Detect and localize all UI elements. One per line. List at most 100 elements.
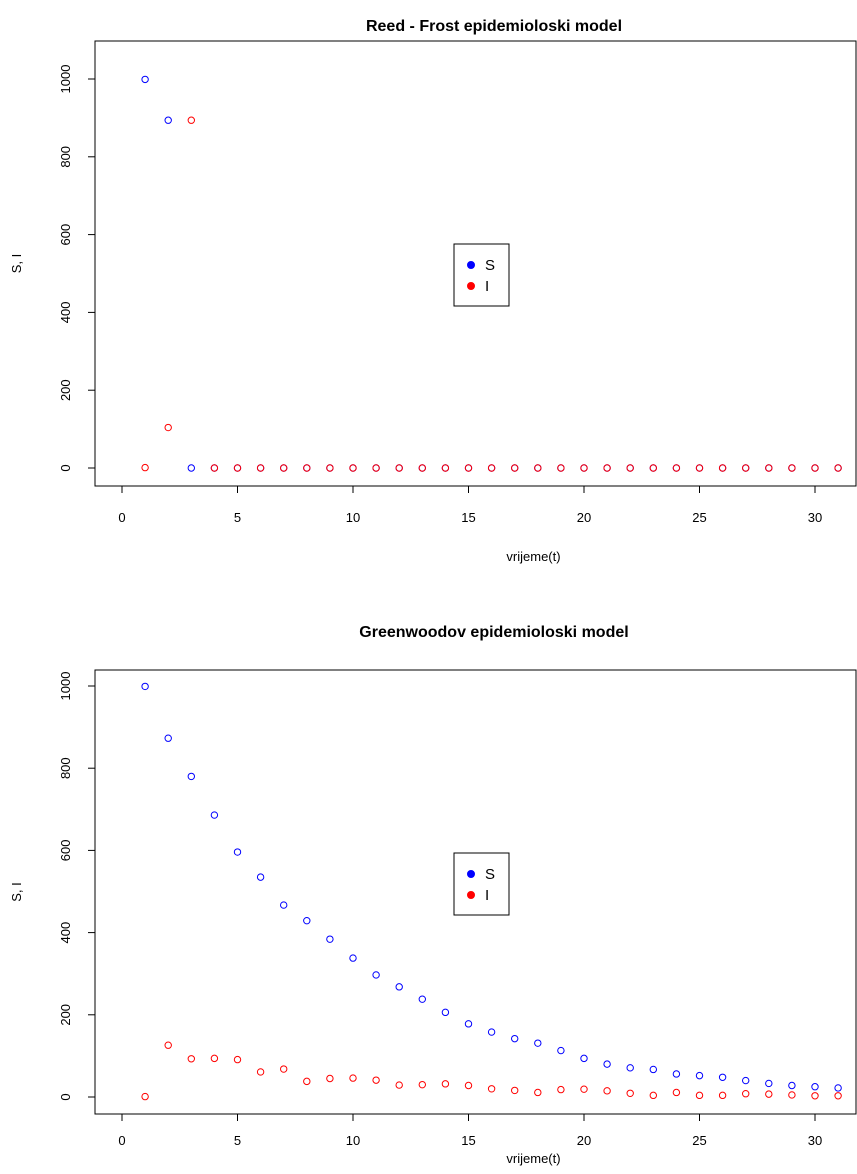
reed-frost-y-tick-label: 1000: [58, 65, 73, 94]
greenwood-point-i: [742, 1090, 750, 1098]
greenwood-point-s: [534, 1039, 542, 1047]
reed-frost-point-i: [280, 464, 288, 472]
reed-frost-y-tick-label: 0: [58, 464, 73, 471]
reed-frost-point-i: [441, 464, 450, 472]
greenwood-x-tick-label: 5: [234, 1133, 241, 1148]
reed-frost-point-s: [141, 75, 149, 84]
greenwood-point-i: [187, 1055, 196, 1063]
greenwood-point-s: [326, 935, 334, 943]
reed-frost-point-i: [672, 464, 681, 472]
greenwood-x-tick-label: 20: [577, 1133, 591, 1148]
reed-frost-point-i: [649, 464, 657, 472]
greenwood-point-i: [441, 1080, 450, 1088]
greenwood-point-i: [649, 1091, 657, 1100]
reed-frost-point-s: [164, 116, 172, 124]
greenwood-chart: Greenwoodov epidemioloski model 0 5 10 15 20 2…: [9, 624, 857, 1166]
reed-frost-point-i: [603, 464, 611, 472]
greenwood-legend-marker-i: [467, 891, 475, 899]
reed-frost-point-i: [141, 463, 149, 472]
reed-frost-x-tick-label: 10: [346, 510, 360, 525]
greenwood-point-i: [418, 1080, 426, 1089]
reed-frost-point-i: [464, 464, 473, 472]
reed-frost-point-i: [233, 464, 242, 472]
greenwood-point-s: [580, 1054, 588, 1063]
reed-frost-legend: SI: [453, 243, 510, 307]
reed-frost-point-i: [164, 423, 172, 432]
reed-frost-point-i: [349, 464, 357, 472]
greenwood-point-s: [765, 1079, 773, 1088]
greenwood-point-i: [718, 1091, 727, 1100]
greenwood-point-s: [418, 995, 426, 1003]
greenwood-point-s: [811, 1083, 819, 1091]
reed-frost-x-tick-label: 5: [234, 510, 241, 525]
greenwood-point-s: [349, 954, 357, 962]
greenwood-point-s: [626, 1064, 634, 1072]
greenwood-legend: SI: [453, 852, 510, 916]
greenwood-point-i: [765, 1090, 773, 1098]
greenwood-x-tick-label: 10: [346, 1133, 360, 1148]
reed-frost-point-i: [395, 464, 403, 472]
greenwood-point-s: [788, 1081, 796, 1090]
reed-frost-x-axis-label: vrijeme(t): [506, 549, 560, 564]
greenwood-y-tick-label: 800: [58, 757, 73, 779]
greenwood-point-i: [534, 1088, 542, 1097]
greenwood-point-i: [326, 1074, 334, 1083]
reed-frost-legend-label-s: S: [485, 257, 495, 274]
reed-frost-point-i: [487, 464, 496, 472]
reed-frost-point-i: [256, 464, 265, 472]
greenwood-x-tick-label: 30: [808, 1133, 822, 1148]
greenwood-y-tick-label: 200: [58, 1004, 73, 1026]
reed-frost-point-i: [580, 464, 588, 472]
greenwood-point-s: [233, 848, 242, 856]
greenwood-point-s: [718, 1073, 727, 1081]
reed-frost-point-s: [187, 464, 196, 472]
greenwood-point-s: [210, 811, 219, 819]
greenwood-point-s: [487, 1028, 496, 1036]
reed-frost-point-i: [187, 116, 196, 124]
reed-frost-y-tick-label: 800: [58, 146, 73, 168]
greenwood-point-s: [303, 916, 311, 925]
greenwood-y-tick-label: 1000: [58, 672, 73, 701]
greenwood-legend-label-s: S: [485, 866, 495, 883]
reed-frost-x-tick-label: 30: [808, 510, 822, 525]
greenwood-point-i: [280, 1065, 288, 1073]
reed-frost-legend-marker-i: [467, 282, 475, 290]
reed-frost-point-i: [695, 464, 704, 472]
greenwood-legend-label-i: I: [485, 887, 489, 904]
reed-frost-legend-box: [453, 243, 510, 307]
greenwood-point-s: [256, 873, 265, 881]
reed-frost-point-i: [742, 464, 750, 472]
greenwood-point-s: [164, 734, 172, 742]
greenwood-point-s: [464, 1020, 473, 1028]
greenwood-point-i: [603, 1087, 611, 1095]
reed-frost-point-i: [811, 464, 819, 472]
reed-frost-point-i: [788, 464, 796, 472]
greenwood-point-i: [395, 1081, 403, 1089]
greenwood-point-i: [695, 1091, 704, 1100]
greenwood-point-i: [834, 1092, 842, 1100]
greenwood-point-s: [603, 1060, 611, 1068]
greenwood-point-s: [280, 901, 288, 909]
greenwood-point-s: [441, 1008, 450, 1017]
greenwood-point-s: [834, 1084, 842, 1092]
reed-frost-point-i: [511, 464, 519, 472]
greenwood-point-s: [649, 1065, 657, 1074]
greenwood-point-s: [187, 772, 196, 781]
reed-frost-point-i: [765, 464, 773, 472]
greenwood-point-s: [372, 971, 380, 979]
reed-frost-y-axis-label: S, I: [9, 254, 24, 274]
reed-frost-point-i: [372, 464, 380, 472]
greenwood-point-i: [464, 1081, 473, 1090]
reed-frost-x-tick-label: 15: [461, 510, 475, 525]
reed-frost-legend-marker-s: [467, 261, 475, 269]
reed-frost-y-tick-label: 200: [58, 379, 73, 401]
greenwood-point-i: [164, 1041, 172, 1049]
greenwood-point-s: [695, 1071, 704, 1080]
greenwood-x-tick-label: 15: [461, 1133, 475, 1148]
greenwood-y-tick-label: 400: [58, 922, 73, 944]
reed-frost-point-i: [534, 464, 542, 472]
reed-frost-point-i: [557, 464, 565, 472]
greenwood-point-i: [788, 1091, 796, 1099]
reed-frost-title: Reed - Frost epidemioloski model: [366, 18, 622, 35]
